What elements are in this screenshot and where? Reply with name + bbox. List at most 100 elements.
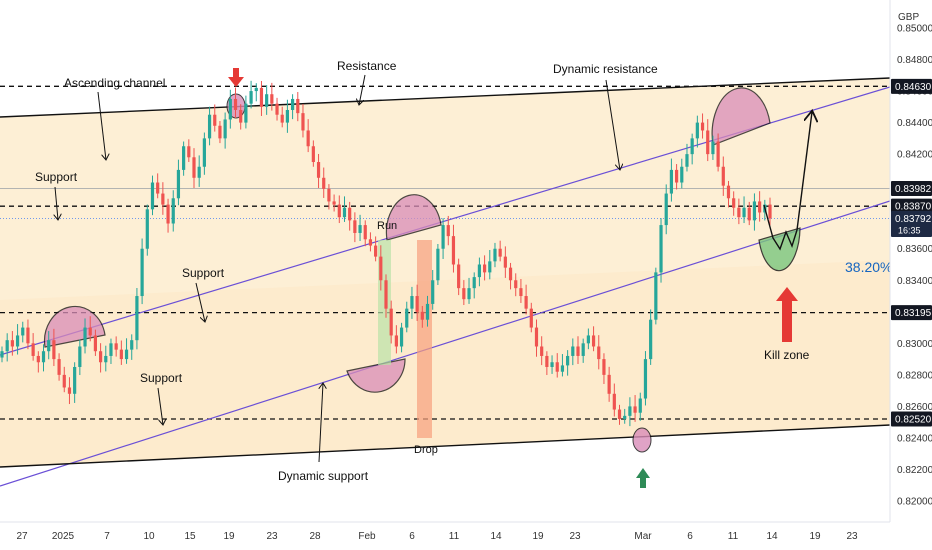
candle-body [711, 141, 715, 155]
candle-body [26, 327, 30, 344]
candle-body [581, 343, 585, 356]
candle-body [311, 146, 315, 163]
candle-body [270, 94, 274, 104]
candle-body [482, 264, 487, 273]
pointer-support-1 [55, 186, 58, 220]
candlestick-series [0, 80, 772, 427]
candle-body [218, 125, 222, 139]
candle-body [664, 193, 668, 226]
time-tick-label: 23 [846, 531, 858, 542]
price-tick-label: 0.84400 [897, 118, 932, 129]
candle-body [680, 166, 684, 183]
label-dynamic-support: Dynamic support [278, 469, 369, 483]
price-badge [891, 181, 932, 197]
candle-body [737, 207, 741, 218]
candle-body [529, 308, 533, 328]
candle-body [104, 355, 108, 363]
candle-body [695, 122, 699, 139]
candle-body [353, 220, 357, 233]
candle-body [649, 319, 653, 360]
candle-body [405, 308, 409, 328]
time-tick-label: 19 [532, 531, 544, 542]
candle-body [597, 346, 601, 360]
candle-body [202, 138, 206, 167]
candle-body [462, 288, 466, 300]
candle-body [290, 98, 295, 110]
candle-body [41, 351, 46, 363]
time-tick-label: 2025 [52, 531, 75, 542]
price-badge-label: 0.82520 [895, 415, 932, 426]
candle-body [706, 130, 710, 155]
candle-body [571, 346, 575, 356]
label-ascending-channel: Ascending channel [64, 76, 165, 90]
candle-body [182, 146, 186, 170]
candle-body [88, 327, 92, 336]
time-axis-panel[interactable] [0, 522, 932, 550]
candle-body [690, 138, 694, 155]
candle-body [623, 415, 627, 420]
time-tick-label: 15 [184, 531, 196, 542]
candle-body [15, 335, 20, 347]
time-tick-label: 19 [223, 531, 235, 542]
candle-body [399, 327, 404, 347]
candle-body [508, 267, 513, 281]
candle-body [285, 109, 290, 123]
candle-body [275, 103, 279, 115]
channel-upper-tint [0, 78, 890, 300]
candle-body [617, 409, 622, 420]
candle-body [394, 335, 398, 347]
time-tick-label: 11 [728, 531, 739, 542]
price-tick-label: 0.84200 [897, 150, 932, 161]
channel-resistance-line[interactable] [0, 77, 890, 118]
candle-body [493, 248, 497, 262]
candle-body [389, 308, 393, 336]
candle-body [555, 362, 559, 372]
candle-body [233, 98, 238, 110]
price-tick-label: 0.83000 [897, 339, 932, 350]
candle-body [659, 225, 663, 273]
channel-support-line[interactable] [0, 424, 890, 468]
candle-body [457, 264, 461, 289]
time-tick-label: 6 [409, 531, 415, 542]
candle-body [78, 346, 82, 367]
candle-body [451, 236, 456, 265]
candle-body [732, 198, 736, 208]
candle-body [316, 162, 321, 178]
candle-body [145, 209, 149, 249]
candle-body [566, 355, 570, 366]
projected-dip-path [763, 204, 798, 251]
candle-body [140, 248, 144, 297]
price-badge-label: 0.83982 [895, 184, 932, 195]
label-support-3: Support [140, 371, 183, 385]
price-tick-label: 0.82400 [897, 433, 932, 444]
candle-body [327, 188, 331, 202]
candle-body [130, 340, 134, 350]
pink-zone-dynamic-resistance [711, 87, 771, 146]
label-support-1: Support [35, 170, 78, 184]
candle-body [228, 98, 232, 120]
candle-body [758, 201, 762, 213]
price-tick-label: 0.82200 [897, 465, 932, 476]
candle-body [135, 296, 139, 341]
candle-body [576, 346, 580, 356]
candle-body [259, 87, 264, 107]
candle-body [10, 340, 14, 347]
dynamic-support-line[interactable] [0, 200, 890, 487]
candle-body [171, 198, 175, 224]
time-tick-label: 14 [490, 531, 502, 542]
time-tick-label: 28 [309, 531, 321, 542]
candle-body [721, 166, 725, 186]
candle-body [472, 277, 476, 289]
price-badge [891, 305, 932, 321]
candle-body [124, 349, 129, 360]
candle-body [550, 362, 554, 367]
label-resistance: Resistance [337, 59, 397, 73]
price-tick-label: 0.84800 [897, 55, 932, 66]
candle-body [742, 207, 746, 218]
price-badge-label: 0.83870 [895, 202, 932, 213]
candle-body [488, 261, 492, 273]
drop-bar [417, 240, 432, 438]
price-tick-label: 0.82600 [897, 402, 932, 413]
